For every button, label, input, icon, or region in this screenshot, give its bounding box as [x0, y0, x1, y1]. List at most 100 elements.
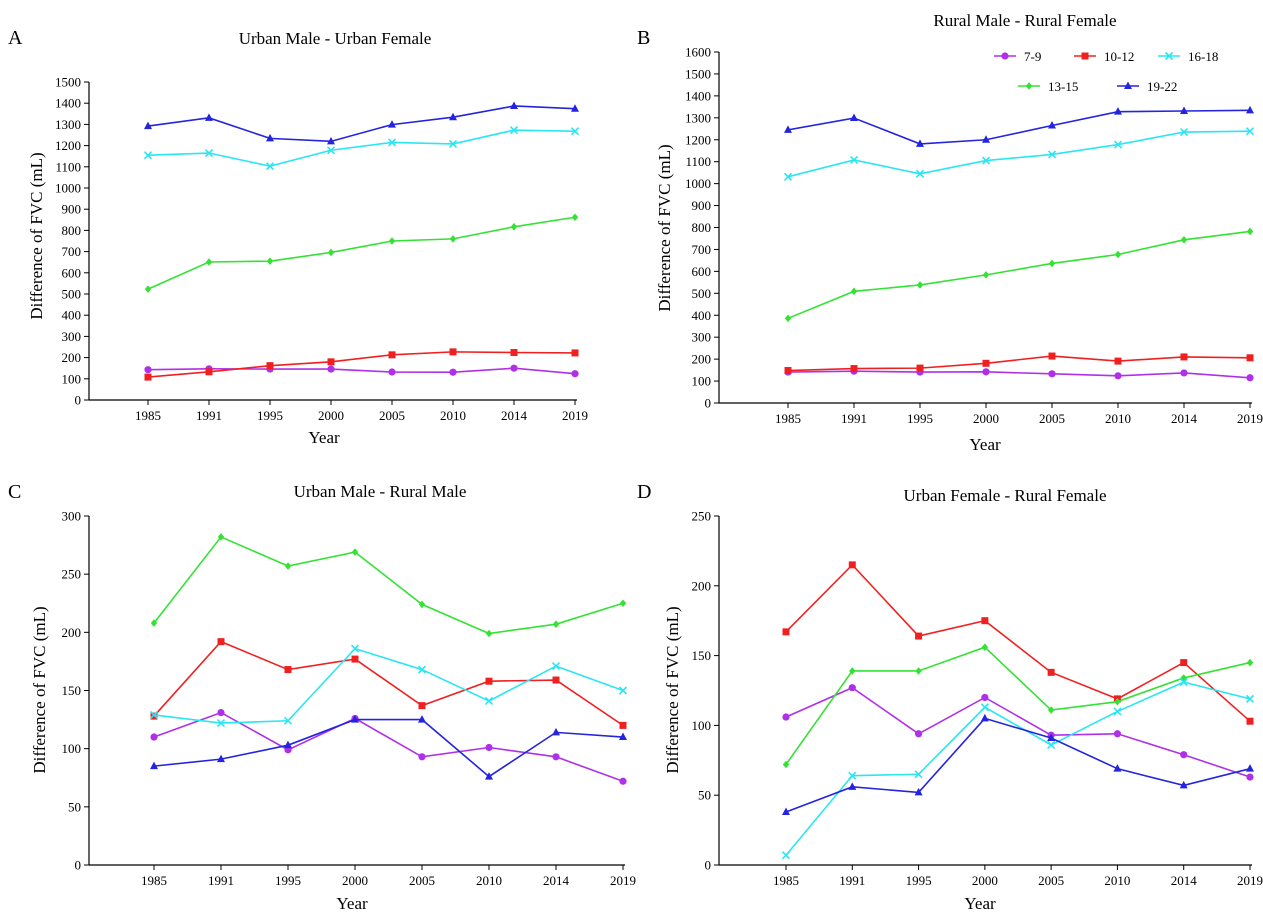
- panel-d-data-point: [1047, 706, 1055, 714]
- panel-c-data-point: [619, 721, 627, 729]
- panel-a-series-line: [147, 367, 576, 375]
- panel-b-data-point: [1180, 353, 1188, 361]
- panel-d-series-7-9: [782, 684, 1254, 781]
- panel-b: B Rural Male - Rural Female Difference o…: [637, 11, 1263, 454]
- panel-c-ylabel: Difference of FVC (mL): [30, 606, 49, 773]
- panel-a-xtick-label: 2010: [440, 408, 466, 423]
- panel-c-data-point: [284, 562, 292, 570]
- panel-c-series-13-15: [150, 533, 627, 638]
- panel-a: A Urban Male - Urban Female Difference o…: [8, 27, 588, 447]
- panel-a-data-point: [204, 148, 214, 158]
- panel-a-series-line: [147, 216, 576, 290]
- panel-a-data-point: [144, 373, 152, 381]
- panel-d-series-line: [785, 646, 1251, 765]
- panel-b-data-point: [1180, 235, 1188, 244]
- panel-b-data-point: [1048, 352, 1056, 360]
- panel-b-ytick-label: 200: [692, 352, 712, 367]
- panel-c-ytick-label: 50: [68, 799, 81, 814]
- panel-a-data-point: [571, 349, 579, 357]
- panel-a-ytick-label: 1400: [55, 96, 81, 111]
- panel-c-data-point: [284, 666, 292, 674]
- panel-c-xtick-label: 2014: [543, 873, 570, 888]
- panel-b-data-point: [1180, 369, 1188, 377]
- panel-b-title: Rural Male - Rural Female: [933, 11, 1116, 30]
- panel-b-data-point: [1047, 150, 1057, 159]
- panel-b-xtick-label: 2010: [1105, 411, 1131, 426]
- panel-b-ytick-label: 1300: [685, 110, 711, 125]
- panel-c-data-point: [485, 629, 493, 638]
- legend-label: 16-18: [1188, 49, 1218, 64]
- panel-d-series-19-22: [782, 713, 1254, 815]
- legend-swatch-marker: [1164, 51, 1174, 61]
- panel-b-data-point: [850, 287, 858, 296]
- panel-c-data-point: [619, 777, 627, 785]
- panel-a-ytick-label: 600: [62, 265, 82, 280]
- panel-b-xtick-label: 1985: [775, 411, 801, 426]
- panel-b-series-line: [787, 109, 1251, 145]
- legend-item-10-12: 10-12: [1074, 49, 1134, 64]
- panel-b-data-point: [1048, 120, 1056, 129]
- panel-b-ytick-label: 500: [692, 286, 712, 301]
- panel-d-data-point: [782, 807, 790, 815]
- panel-a-series-line: [147, 105, 576, 143]
- panel-c-data-point: [216, 719, 226, 728]
- panel-b-xtick-label: 1995: [907, 411, 933, 426]
- panel-b-data-point: [1246, 227, 1254, 236]
- panel-a-ytick-label: 900: [62, 202, 82, 217]
- panel-d-xtick-label: 2000: [972, 873, 998, 888]
- panel-b-data-point: [1179, 128, 1189, 137]
- panel-a-xtick-label: 2000: [318, 408, 344, 423]
- panel-a-data-point: [327, 136, 335, 145]
- panel-c-data-point: [552, 620, 560, 628]
- panel-a-xtick-label: 2014: [501, 408, 528, 423]
- panel-b-series-line: [787, 130, 1251, 178]
- panel-c-data-point: [552, 676, 560, 684]
- panel-d-data-point: [781, 851, 791, 860]
- panel-d-data-point: [1245, 694, 1255, 703]
- panel-b-ytick-label: 900: [692, 198, 712, 213]
- panel-c-ytick-label: 0: [75, 858, 82, 873]
- panel-c-data-point: [351, 655, 359, 663]
- panel-a-data-point: [266, 362, 274, 370]
- panel-b-ytick-label: 0: [705, 396, 712, 411]
- panel-d-data-point: [981, 693, 989, 702]
- panel-a-data-point: [388, 120, 396, 128]
- panel-d-xlabel: Year: [964, 894, 996, 912]
- panel-d-data-point: [915, 667, 922, 675]
- panel-b-series-line: [787, 370, 1251, 379]
- panel-c-xtick-label: 1991: [208, 873, 234, 888]
- panel-d-xtick-label: 2005: [1038, 873, 1064, 888]
- panel-b-data-point: [784, 367, 792, 375]
- panel-d-data-point: [849, 667, 856, 675]
- panel-c-xtick-label: 2019: [610, 873, 636, 888]
- panel-d: D Urban Female - Rural Female Difference…: [637, 481, 1263, 912]
- panel-a-data-point: [388, 237, 396, 245]
- panel-b-data-point: [916, 281, 924, 289]
- panel-d-ytick-label: 250: [692, 509, 712, 524]
- panel-b-data-point: [1048, 259, 1056, 268]
- panel-c-data-point: [217, 533, 225, 541]
- panel-a-ytick-label: 800: [62, 223, 82, 238]
- panel-a-data-point: [510, 364, 518, 372]
- panel-d-xtick-label: 2010: [1104, 873, 1130, 888]
- panel-a-data-point: [388, 351, 396, 359]
- panel-letter-c: C: [8, 481, 21, 503]
- panel-c-data-point: [351, 548, 359, 556]
- panel-c-data-point: [350, 644, 360, 653]
- panel-c-data-point: [351, 715, 359, 723]
- panel-a-ytick-label: 500: [62, 287, 82, 302]
- panel-d-series-16-18: [781, 678, 1255, 860]
- panel-d-xtick-label: 2014: [1171, 873, 1198, 888]
- panel-c-data-point: [417, 665, 427, 674]
- panel-a-series-13-15: [144, 213, 579, 293]
- panel-a-data-point: [449, 112, 457, 121]
- panel-c-data-point: [150, 712, 158, 720]
- panel-a-data-point: [449, 368, 457, 376]
- panel-d-xtick-label: 1985: [773, 873, 799, 888]
- panel-b-data-point: [915, 169, 925, 178]
- panel-b-series-13-15: [784, 227, 1254, 323]
- panel-a-data-point: [448, 139, 458, 148]
- legend: 7-9 10-12 16-18 13-15 19-22: [994, 49, 1218, 94]
- legend-swatch-marker: [1124, 81, 1132, 89]
- panel-c-series-line: [153, 647, 624, 724]
